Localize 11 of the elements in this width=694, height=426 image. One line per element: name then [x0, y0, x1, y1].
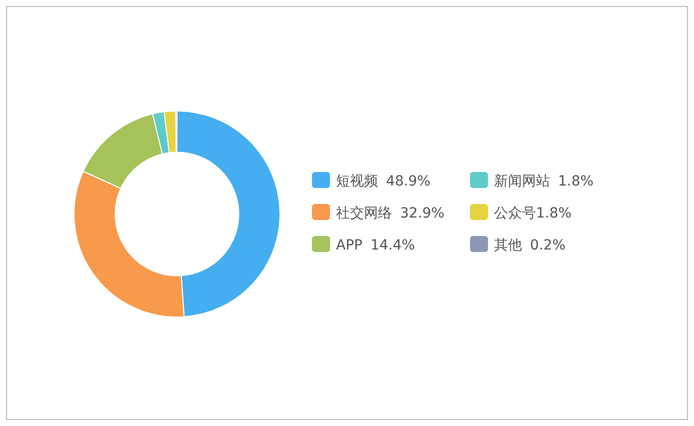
data-label: 0.2% [530, 238, 566, 254]
data-label: 1.8% [558, 174, 594, 190]
legend-label: 其他 [494, 238, 522, 254]
legend-label: 新闻网站 [494, 174, 550, 190]
data-label: 14.4% [370, 238, 415, 254]
legend-label: APP [336, 238, 362, 254]
data-label: 32.9% [400, 206, 444, 222]
legend-label: 社交网络 [336, 206, 392, 222]
data-label: 48.9% [386, 174, 430, 190]
legend-label: 短视频 [336, 174, 378, 190]
data-label: 1.8% [536, 206, 572, 222]
